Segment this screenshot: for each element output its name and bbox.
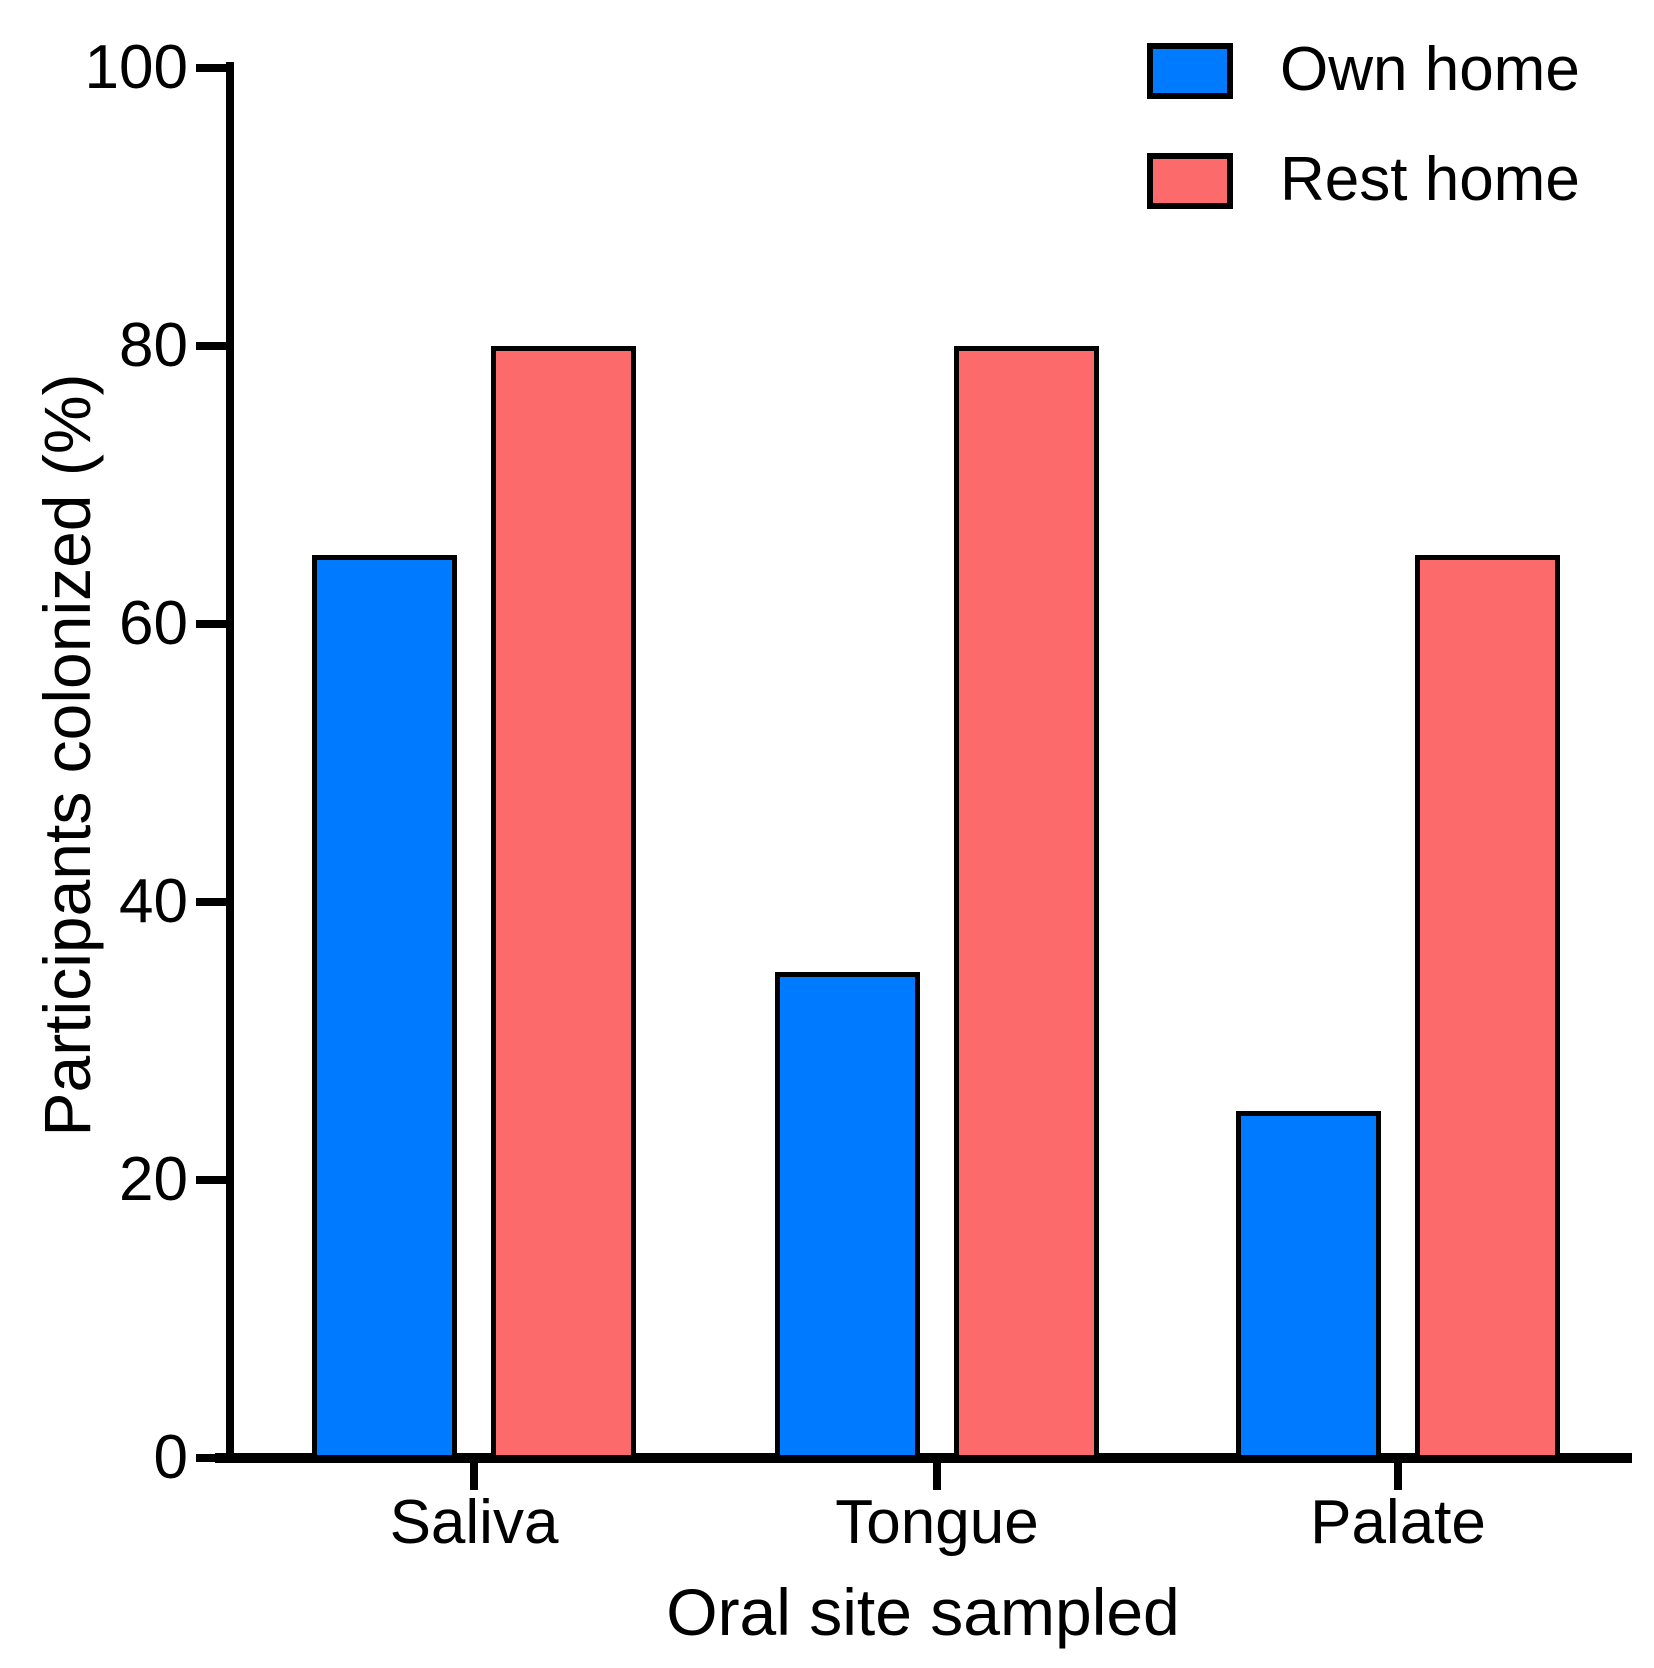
bar-palate-rest-home bbox=[1415, 554, 1560, 1460]
y-tick-20 bbox=[196, 1176, 226, 1184]
bar-tongue-own-home bbox=[775, 971, 920, 1460]
x-category-label-palate: Palate bbox=[1310, 1488, 1486, 1557]
x-tick-tongue bbox=[933, 1462, 941, 1490]
x-category-label-saliva: Saliva bbox=[389, 1488, 559, 1557]
y-axis-title: Participants colonized (%) bbox=[30, 373, 104, 1137]
y-tick-0 bbox=[196, 1454, 226, 1462]
y-tick-100 bbox=[196, 64, 226, 72]
legend-label-own-home: Own home bbox=[1280, 35, 1580, 104]
legend-label-rest-home: Rest home bbox=[1280, 145, 1580, 214]
legend-swatch-own-home bbox=[1147, 43, 1233, 99]
y-tick-label-0: 0 bbox=[153, 1423, 188, 1492]
y-tick-label-20: 20 bbox=[119, 1145, 188, 1214]
x-axis-title: Oral site sampled bbox=[666, 1575, 1180, 1649]
y-tick-80 bbox=[196, 342, 226, 350]
bar-saliva-rest-home bbox=[491, 346, 636, 1460]
legend-swatch-rest-home bbox=[1147, 153, 1233, 209]
y-tick-40 bbox=[196, 898, 226, 906]
y-tick-label-100: 100 bbox=[84, 33, 188, 102]
x-tick-saliva bbox=[470, 1462, 478, 1490]
y-tick-label-60: 60 bbox=[119, 589, 188, 658]
bar-tongue-rest-home bbox=[954, 346, 1099, 1460]
bar-saliva-own-home bbox=[312, 554, 457, 1460]
y-tick-label-40: 40 bbox=[119, 867, 188, 936]
y-axis-line bbox=[226, 62, 234, 1463]
y-tick-label-80: 80 bbox=[119, 311, 188, 380]
bar-palate-own-home bbox=[1236, 1110, 1381, 1460]
x-tick-palate bbox=[1394, 1462, 1402, 1490]
x-axis-line bbox=[215, 1453, 1632, 1463]
y-tick-60 bbox=[196, 620, 226, 628]
x-category-label-tongue: Tongue bbox=[835, 1488, 1039, 1557]
